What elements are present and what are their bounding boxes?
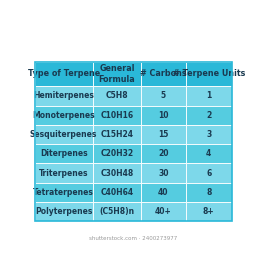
Bar <box>93 202 141 221</box>
Bar <box>35 86 93 106</box>
Text: General
Formula: General Formula <box>99 64 135 84</box>
Text: Hemiterpenes: Hemiterpenes <box>33 92 94 101</box>
Text: 1: 1 <box>206 92 211 101</box>
Bar <box>93 106 141 125</box>
Text: 2: 2 <box>206 111 211 120</box>
Bar <box>93 183 141 202</box>
Bar <box>93 86 141 106</box>
Text: C5H8: C5H8 <box>106 92 128 101</box>
Text: 40: 40 <box>158 188 169 197</box>
Bar <box>186 164 232 183</box>
Text: 40+: 40+ <box>155 207 172 216</box>
Bar <box>186 125 232 144</box>
Bar <box>35 125 93 144</box>
Bar <box>93 125 141 144</box>
Text: shutterstock.com · 2400273977: shutterstock.com · 2400273977 <box>89 236 177 241</box>
Bar <box>35 183 93 202</box>
Bar <box>186 62 232 86</box>
Text: Triterpenes: Triterpenes <box>39 169 88 178</box>
Text: 8: 8 <box>206 188 211 197</box>
Bar <box>186 106 232 125</box>
Bar <box>93 144 141 164</box>
Bar <box>35 164 93 183</box>
Text: Type of Terpene: Type of Terpene <box>28 69 100 78</box>
Bar <box>141 62 186 86</box>
Bar <box>141 202 186 221</box>
Text: Sesquiterpenes: Sesquiterpenes <box>30 130 97 139</box>
Text: 5: 5 <box>161 92 166 101</box>
Text: C20H32: C20H32 <box>100 149 134 158</box>
Text: (C5H8)n: (C5H8)n <box>99 207 134 216</box>
Text: 10: 10 <box>158 111 169 120</box>
Bar <box>141 164 186 183</box>
Text: # Carbons: # Carbons <box>140 69 187 78</box>
Text: Tetraterpenes: Tetraterpenes <box>33 188 94 197</box>
Text: 6: 6 <box>206 169 211 178</box>
Bar <box>35 62 93 86</box>
Text: 30: 30 <box>158 169 169 178</box>
Text: 3: 3 <box>206 130 211 139</box>
Text: Monoterpenes: Monoterpenes <box>32 111 95 120</box>
Text: 20: 20 <box>158 149 169 158</box>
Text: 15: 15 <box>158 130 168 139</box>
Bar <box>186 183 232 202</box>
Bar <box>141 86 186 106</box>
Bar <box>141 106 186 125</box>
Text: 4: 4 <box>206 149 211 158</box>
Bar <box>186 144 232 164</box>
Text: Polyterpenes: Polyterpenes <box>35 207 92 216</box>
Text: Diterpenes: Diterpenes <box>40 149 87 158</box>
Text: 8+: 8+ <box>203 207 214 216</box>
Text: C15H24: C15H24 <box>100 130 133 139</box>
Text: C30H48: C30H48 <box>100 169 134 178</box>
Bar <box>93 164 141 183</box>
Text: C10H16: C10H16 <box>100 111 134 120</box>
Bar <box>141 125 186 144</box>
Bar <box>93 62 141 86</box>
Bar <box>35 62 232 221</box>
Text: C40H64: C40H64 <box>100 188 134 197</box>
Bar <box>141 144 186 164</box>
Text: # Terpene Units: # Terpene Units <box>173 69 245 78</box>
Bar <box>186 86 232 106</box>
Bar <box>35 106 93 125</box>
Bar <box>186 202 232 221</box>
Bar <box>35 202 93 221</box>
Bar <box>35 144 93 164</box>
Bar <box>141 183 186 202</box>
